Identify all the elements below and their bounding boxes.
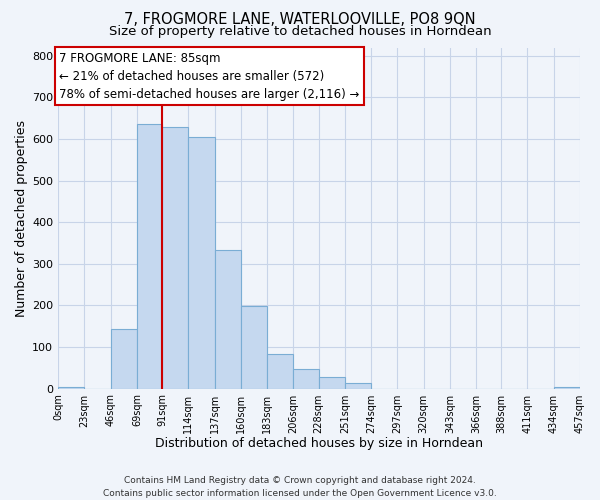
Y-axis label: Number of detached properties: Number of detached properties <box>15 120 28 316</box>
Bar <box>319 378 345 388</box>
Bar <box>267 354 293 388</box>
Bar <box>110 329 137 388</box>
Bar <box>215 250 241 388</box>
Bar <box>137 124 162 388</box>
Bar <box>241 306 267 388</box>
X-axis label: Distribution of detached houses by size in Horndean: Distribution of detached houses by size … <box>155 437 483 450</box>
Text: 7 FROGMORE LANE: 85sqm
← 21% of detached houses are smaller (572)
78% of semi-de: 7 FROGMORE LANE: 85sqm ← 21% of detached… <box>59 52 359 100</box>
Bar <box>293 370 319 388</box>
Bar <box>162 126 188 388</box>
Text: Size of property relative to detached houses in Horndean: Size of property relative to detached ho… <box>109 25 491 38</box>
Bar <box>188 137 215 388</box>
Text: Contains HM Land Registry data © Crown copyright and database right 2024.
Contai: Contains HM Land Registry data © Crown c… <box>103 476 497 498</box>
Text: 7, FROGMORE LANE, WATERLOOVILLE, PO8 9QN: 7, FROGMORE LANE, WATERLOOVILLE, PO8 9QN <box>124 12 476 28</box>
Bar <box>345 383 371 388</box>
